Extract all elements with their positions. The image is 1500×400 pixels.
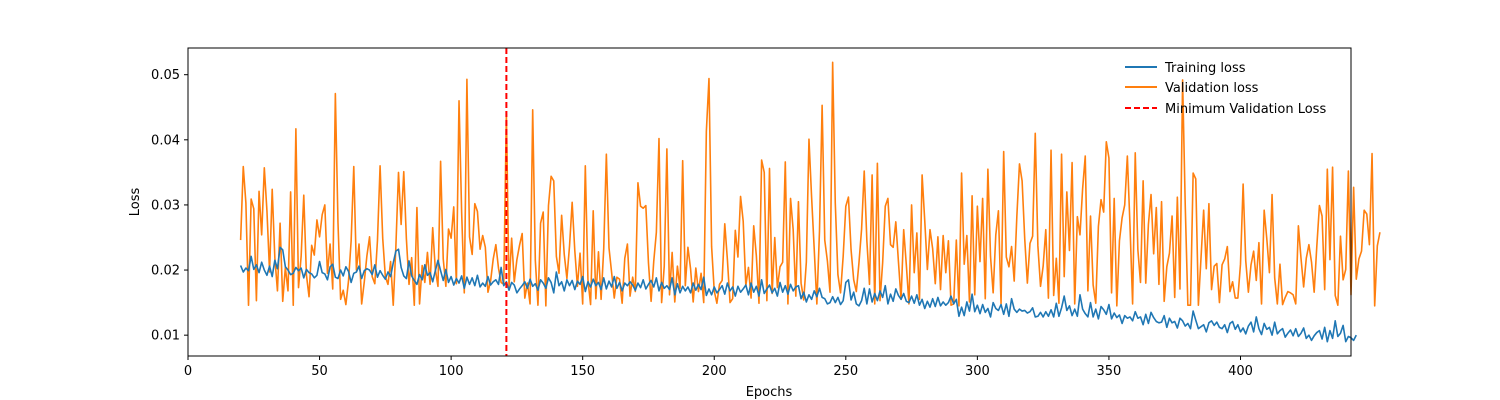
legend-label-validation: Validation loss — [1165, 81, 1259, 96]
x-tick-label: 250 — [833, 364, 858, 379]
legend: Training loss Validation loss Minimum Va… — [1125, 61, 1326, 117]
plot-area — [187, 47, 1381, 357]
x-tick-label: 150 — [570, 364, 595, 379]
x-tick-label: 50 — [311, 364, 328, 379]
y-tick-label: 0.04 — [151, 133, 180, 148]
y-tick-label: 0.01 — [151, 329, 180, 344]
x-tick-label: 350 — [1097, 364, 1122, 379]
y-axis: 0.01 0.02 0.03 0.04 0.05 — [151, 68, 188, 344]
legend-label-training: Training loss — [1164, 61, 1246, 76]
x-tick-label: 100 — [439, 364, 464, 379]
training-loss-line — [239, 246, 1357, 343]
x-tick-label: 0 — [184, 364, 192, 379]
y-tick-label: 0.03 — [151, 198, 180, 213]
plot-border — [187, 47, 1352, 357]
y-tick-label: 0.05 — [151, 68, 180, 83]
series-layer — [239, 61, 1381, 343]
x-tick-label: 200 — [702, 364, 727, 379]
y-tick-label: 0.02 — [151, 264, 180, 279]
x-axis-label: Epochs — [746, 385, 793, 400]
x-tick-label: 400 — [1228, 364, 1253, 379]
x-axis: 0 50 100 150 200 250 300 350 400 — [184, 356, 1253, 379]
y-axis-label: Loss — [128, 188, 143, 217]
x-tick-label: 300 — [965, 364, 990, 379]
legend-label-min-val: Minimum Validation Loss — [1165, 102, 1326, 117]
